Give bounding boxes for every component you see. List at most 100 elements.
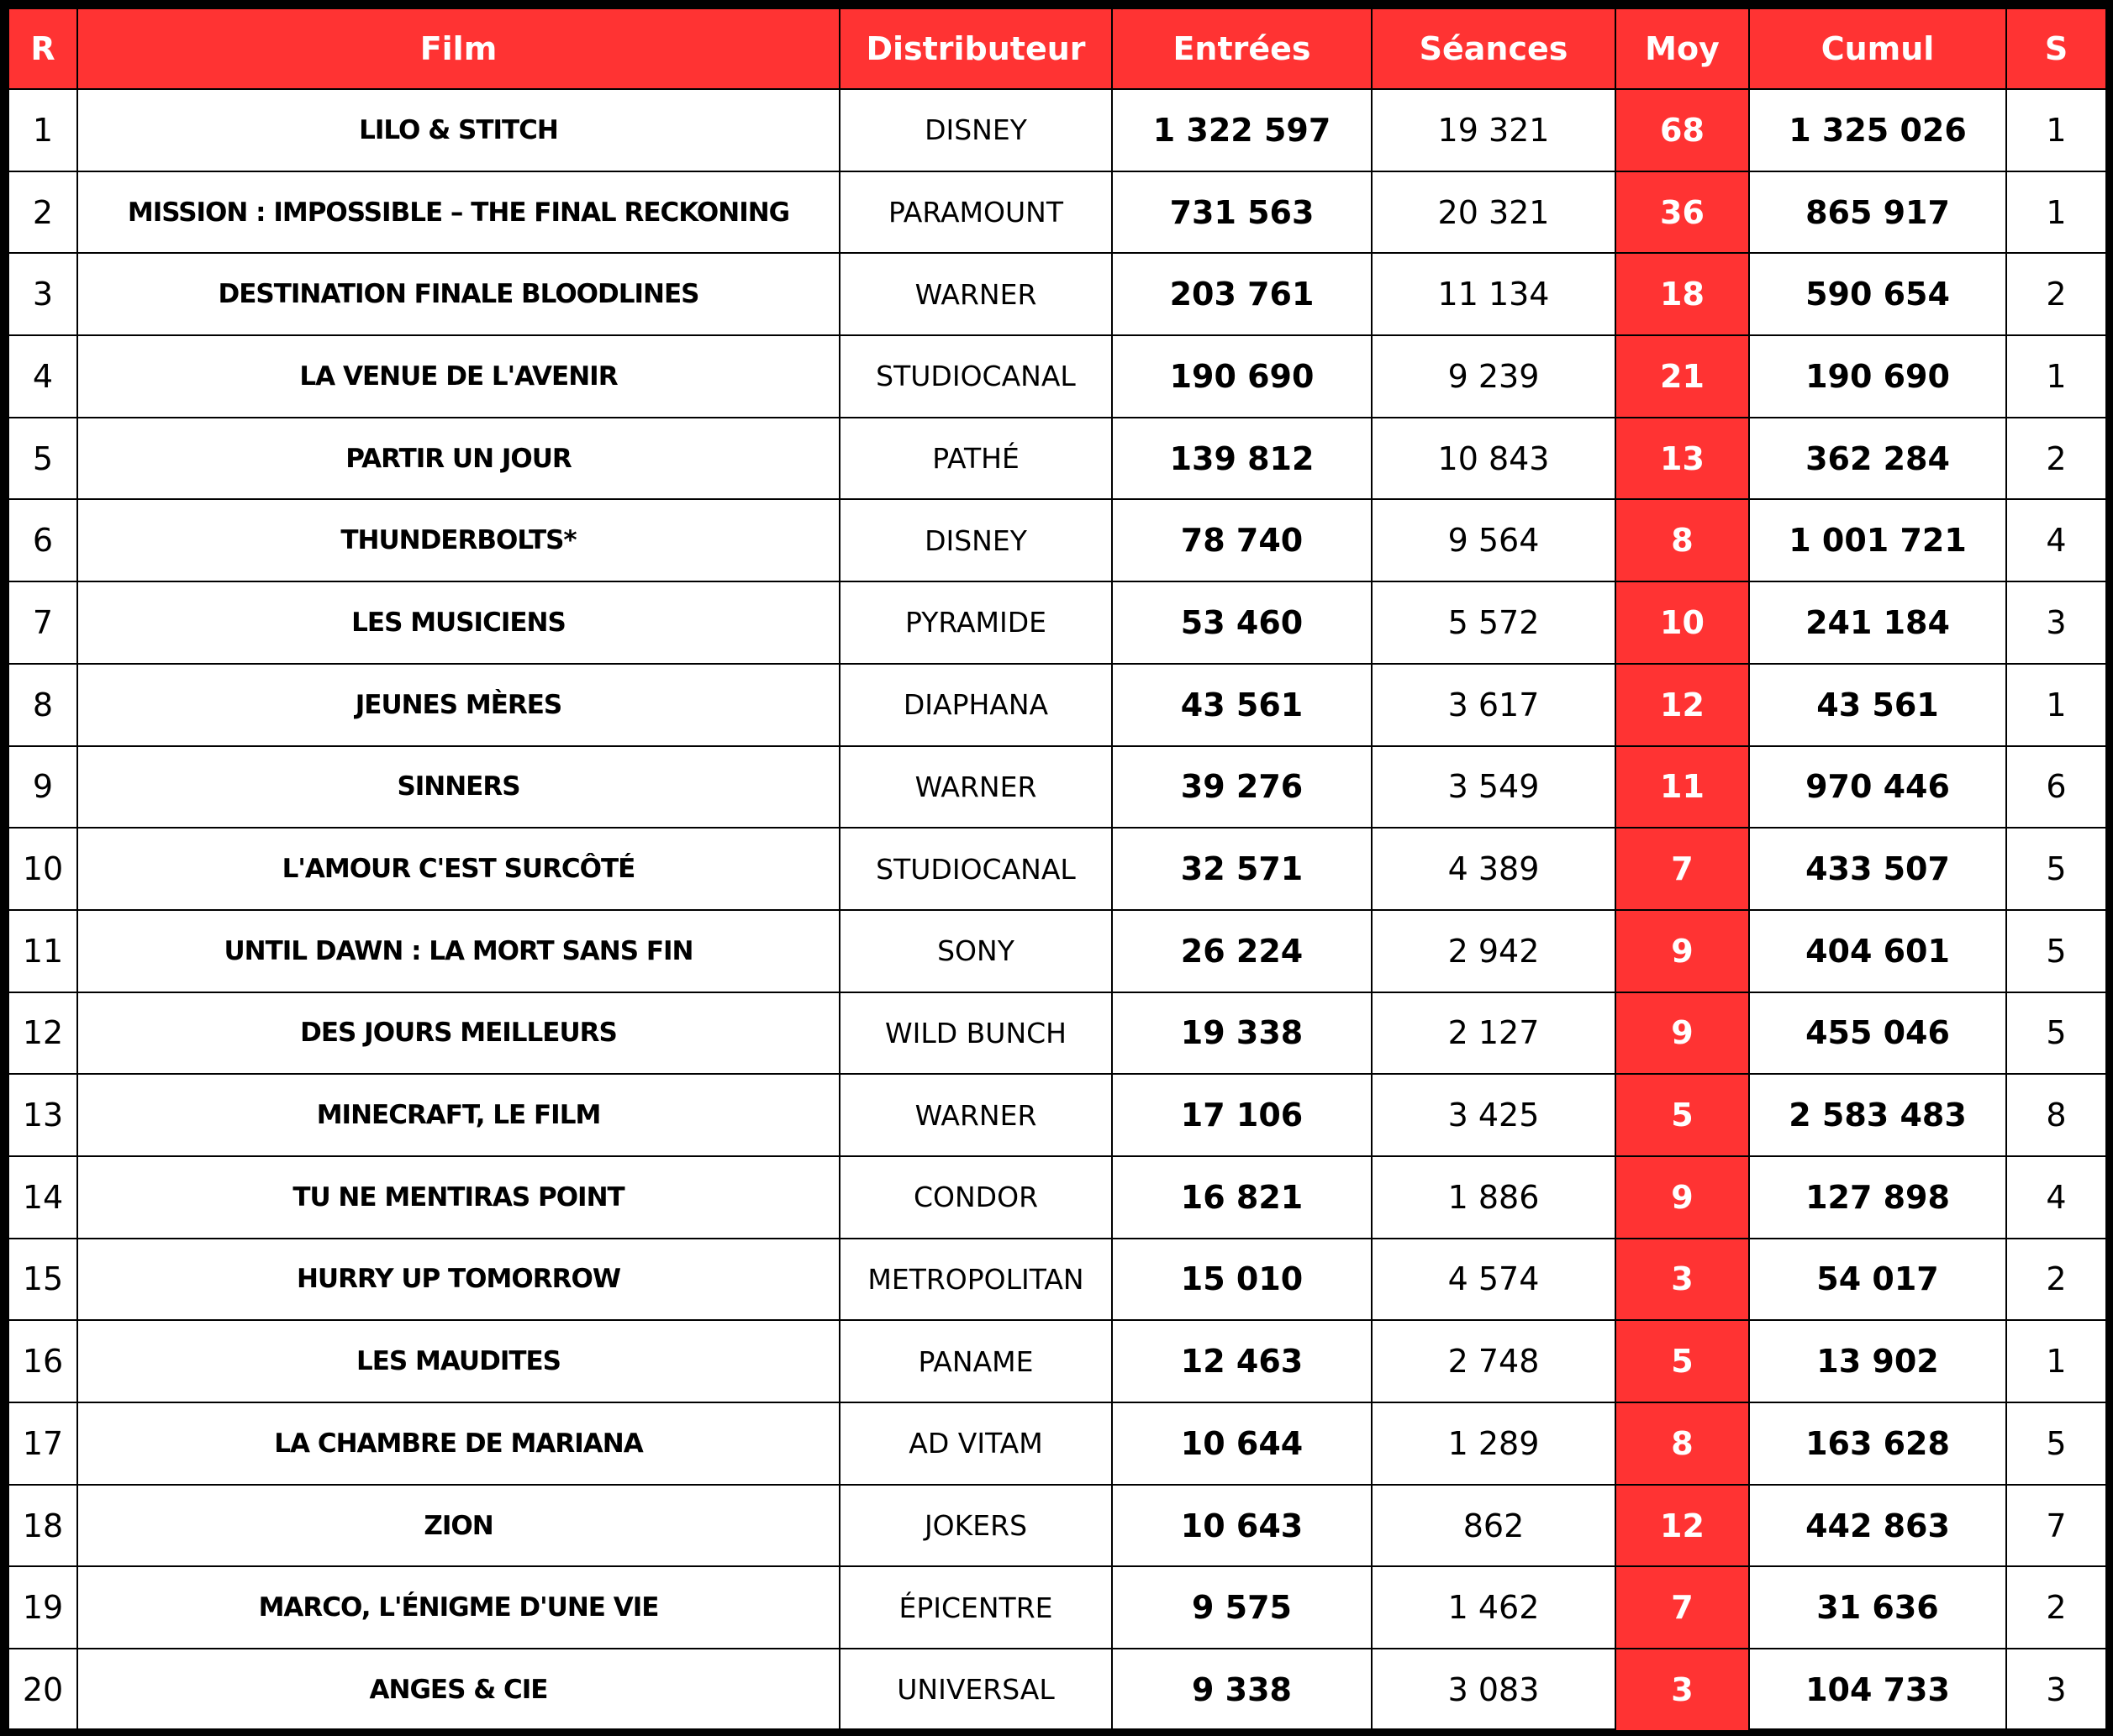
distributor-cell: WARNER [839, 252, 1113, 337]
cumulative-cell: 1 325 026 [1748, 88, 2007, 172]
rank-cell: 3 [8, 252, 78, 337]
table-row: 9 SINNERS WARNER 39 276 3 549 11 970 446 6 [8, 744, 2107, 829]
distributor-cell: METROPOLITAN [839, 1237, 1113, 1322]
average-cell: 18 [1615, 252, 1750, 337]
cumulative-cell: 190 690 [1748, 334, 2007, 418]
cumulative-cell: 241 184 [1748, 581, 2007, 665]
rank-cell: 6 [8, 498, 78, 583]
admissions-cell: 32 571 [1111, 827, 1373, 911]
week-cell: 5 [2005, 1402, 2107, 1486]
admissions-cell: 190 690 [1111, 334, 1373, 418]
film-cell: LA CHAMBRE DE MARIANA [76, 1402, 840, 1486]
average-cell: 5 [1615, 1073, 1750, 1157]
screenings-cell: 862 [1371, 1483, 1616, 1568]
table-body: 1 LILO & STITCH DISNEY 1 322 597 19 321 68 1 3… [8, 88, 2107, 1732]
week-cell: 2 [2005, 416, 2107, 501]
distributor-cell: SONY [839, 908, 1113, 993]
rank-cell: 7 [8, 581, 78, 665]
table-row: 1 LILO & STITCH DISNEY 1 322 597 19 321 68 1 3… [8, 88, 2107, 172]
average-cell: 12 [1615, 1483, 1750, 1568]
admissions-cell: 53 460 [1111, 581, 1373, 665]
cumulative-cell: 433 507 [1748, 827, 2007, 911]
rank-cell: 16 [8, 1319, 78, 1403]
cumulative-cell: 1 001 721 [1748, 498, 2007, 583]
screenings-cell: 5 572 [1371, 581, 1616, 665]
screenings-cell: 20 321 [1371, 170, 1616, 255]
admissions-cell: 10 643 [1111, 1483, 1373, 1568]
table-row: 8 JEUNES MÈRES DIAPHANA 43 561 3 617 12 43 561… [8, 662, 2107, 747]
week-cell: 1 [2005, 662, 2107, 747]
distributor-cell: PYRAMIDE [839, 581, 1113, 665]
rank-cell: 8 [8, 662, 78, 747]
admissions-cell: 19 338 [1111, 991, 1373, 1076]
distributor-cell: ÉPICENTRE [839, 1565, 1113, 1650]
average-cell: 12 [1615, 662, 1750, 747]
rank-cell: 12 [8, 991, 78, 1076]
screenings-cell: 3 617 [1371, 662, 1616, 747]
header-cell: Film [76, 8, 840, 90]
screenings-cell: 3 549 [1371, 744, 1616, 829]
average-cell: 3 [1615, 1648, 1750, 1732]
distributor-cell: JOKERS [839, 1483, 1113, 1568]
distributor-cell: DIAPHANA [839, 662, 1113, 747]
admissions-cell: 43 561 [1111, 662, 1373, 747]
screenings-cell: 1 289 [1371, 1402, 1616, 1486]
rank-cell: 13 [8, 1073, 78, 1157]
week-cell: 1 [2005, 88, 2107, 172]
week-cell: 5 [2005, 991, 2107, 1076]
distributor-cell: AD VITAM [839, 1402, 1113, 1486]
film-cell: LA VENUE DE L'AVENIR [76, 334, 840, 418]
week-cell: 1 [2005, 170, 2107, 255]
screenings-cell: 2 942 [1371, 908, 1616, 993]
week-cell: 1 [2005, 1319, 2107, 1403]
header-cell: Entrées [1111, 8, 1373, 90]
cumulative-cell: 442 863 [1748, 1483, 2007, 1568]
week-cell: 1 [2005, 334, 2107, 418]
week-cell: 3 [2005, 581, 2107, 665]
cumulative-cell: 13 902 [1748, 1319, 2007, 1403]
average-cell: 8 [1615, 1402, 1750, 1486]
screenings-cell: 2 127 [1371, 991, 1616, 1076]
rank-cell: 5 [8, 416, 78, 501]
table-row: 3 DESTINATION FINALE BLOODLINES WARNER 203 … [8, 252, 2107, 337]
table-row: 12 DES JOURS MEILLEURS WILD BUNCH 19 338 2 1… [8, 991, 2107, 1076]
admissions-cell: 26 224 [1111, 908, 1373, 993]
film-cell: HURRY UP TOMORROW [76, 1237, 840, 1322]
cumulative-cell: 127 898 [1748, 1155, 2007, 1239]
screenings-cell: 4 389 [1371, 827, 1616, 911]
cumulative-cell: 404 601 [1748, 908, 2007, 993]
header-cell: Séances [1371, 8, 1616, 90]
film-cell: JEUNES MÈRES [76, 662, 840, 747]
admissions-cell: 39 276 [1111, 744, 1373, 829]
screenings-cell: 11 134 [1371, 252, 1616, 337]
screenings-cell: 9 564 [1371, 498, 1616, 583]
film-cell: LES MAUDITES [76, 1319, 840, 1403]
distributor-cell: PATHÉ [839, 416, 1113, 501]
screenings-cell: 9 239 [1371, 334, 1616, 418]
film-cell: DES JOURS MEILLEURS [76, 991, 840, 1076]
table-frame: R Film Distributeur Entrées Séances Moy Cumul S… [8, 8, 2107, 1732]
rank-cell: 18 [8, 1483, 78, 1568]
film-cell: THUNDERBOLTS* [76, 498, 840, 583]
header-cell: Distributeur [839, 8, 1113, 90]
table-row: 17 LA CHAMBRE DE MARIANA AD VITAM 10 644 1 2… [8, 1402, 2107, 1486]
week-cell: 8 [2005, 1073, 2107, 1157]
admissions-cell: 9 338 [1111, 1648, 1373, 1732]
average-cell: 7 [1615, 1565, 1750, 1650]
admissions-cell: 1 322 597 [1111, 88, 1373, 172]
screenings-cell: 4 574 [1371, 1237, 1616, 1322]
box-office-table: R Film Distributeur Entrées Séances Moy Cumul S… [8, 8, 2107, 1732]
screenings-cell: 1 886 [1371, 1155, 1616, 1239]
table-row: 14 TU NE MENTIRAS POINT CONDOR 16 821 1 886 9… [8, 1155, 2107, 1239]
rank-cell: 4 [8, 334, 78, 418]
cumulative-cell: 54 017 [1748, 1237, 2007, 1322]
film-cell: MINECRAFT, LE FILM [76, 1073, 840, 1157]
distributor-cell: DISNEY [839, 88, 1113, 172]
average-cell: 7 [1615, 827, 1750, 911]
admissions-cell: 203 761 [1111, 252, 1373, 337]
average-cell: 3 [1615, 1237, 1750, 1322]
week-cell: 2 [2005, 1565, 2107, 1650]
week-cell: 6 [2005, 744, 2107, 829]
cumulative-cell: 970 446 [1748, 744, 2007, 829]
